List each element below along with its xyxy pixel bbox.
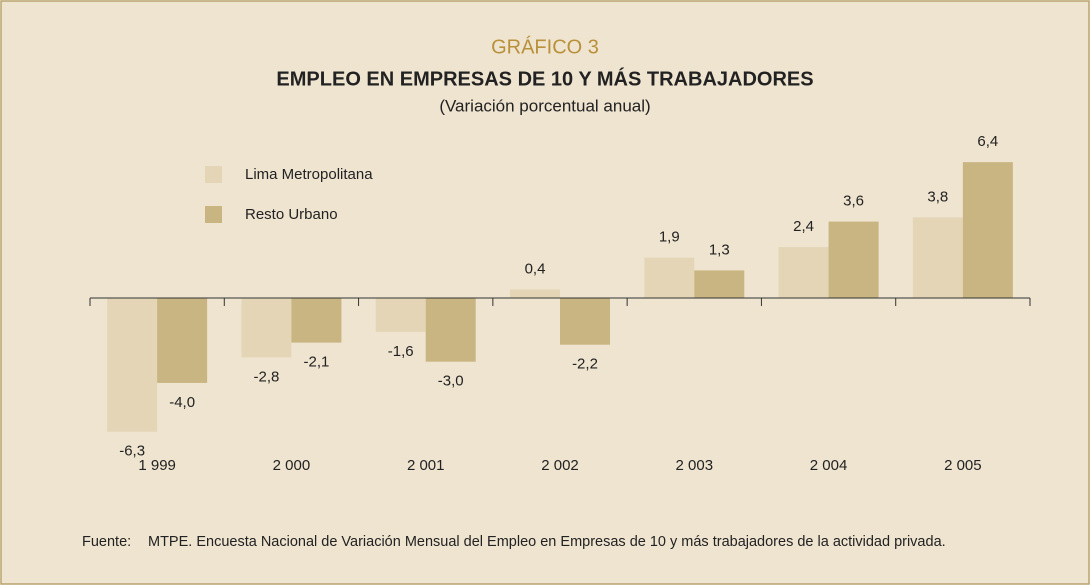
data-label: -2,8 <box>253 368 279 385</box>
data-label: -2,1 <box>303 354 329 371</box>
chart-title: EMPLEO EN EMPRESAS DE 10 Y MÁS TRABAJADO… <box>276 67 813 90</box>
x-tick-label: 2 001 <box>407 457 445 474</box>
data-label: 3,6 <box>843 193 864 210</box>
x-tick-label: 1 999 <box>138 457 176 474</box>
bar <box>241 298 292 358</box>
bar <box>157 298 208 383</box>
bar <box>375 298 426 332</box>
source-text: MTPE. Encuesta Nacional de Variación Men… <box>148 534 946 550</box>
data-label: -6,3 <box>119 443 145 460</box>
x-tick-label: 2 005 <box>944 457 982 474</box>
source-label: Fuente: <box>82 534 132 550</box>
x-tick-label: 2 000 <box>273 457 311 474</box>
data-label: 3,8 <box>927 188 948 205</box>
data-label: -4,0 <box>169 394 195 411</box>
bar <box>510 289 560 298</box>
bar <box>291 298 342 343</box>
chart-subtitle: (Variación porcentual anual) <box>439 96 650 115</box>
bar <box>107 298 158 432</box>
data-label: 6,4 <box>977 133 998 150</box>
bar <box>828 221 879 298</box>
x-tick-label: 2 003 <box>676 457 714 474</box>
source-note: Fuente: MTPE. Encuesta Nacional de Varia… <box>82 532 1042 553</box>
legend-label: Resto Urbano <box>245 206 338 223</box>
x-tick-label: 2 002 <box>541 457 579 474</box>
chart-label: GRÁFICO 3 <box>491 35 599 58</box>
data-label: -2,2 <box>572 356 598 373</box>
bar <box>560 298 610 345</box>
x-tick-label: 2 004 <box>810 457 848 474</box>
legend-label: Lima Metropolitana <box>245 166 373 183</box>
data-label: 2,4 <box>793 218 814 235</box>
bar <box>778 247 829 298</box>
legend-swatch <box>205 206 222 223</box>
bar <box>644 257 695 298</box>
bar <box>425 298 476 362</box>
bar <box>694 270 745 298</box>
data-label: -1,6 <box>388 343 414 360</box>
bar <box>962 162 1013 298</box>
data-label: 1,9 <box>659 229 680 246</box>
data-label: 0,4 <box>525 260 546 277</box>
data-label: -3,0 <box>438 373 464 390</box>
bar <box>912 217 963 298</box>
legend-swatch <box>205 166 222 183</box>
data-label: 1,3 <box>709 241 730 258</box>
